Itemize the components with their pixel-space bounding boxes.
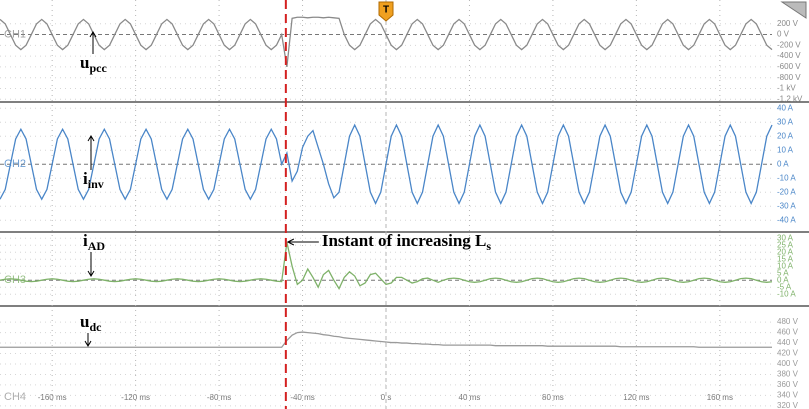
y-tick-label: -30 A bbox=[777, 201, 796, 210]
trace bbox=[0, 331, 772, 348]
y-tick-label: 30 A bbox=[777, 233, 794, 242]
y-tick-label: -5 A bbox=[777, 282, 792, 291]
symbol-sub: inv bbox=[88, 177, 104, 191]
y-tick-label: 340 V bbox=[777, 391, 799, 400]
y-tick-label: 10 A bbox=[777, 145, 794, 154]
x-tick-label: -80 ms bbox=[207, 393, 231, 402]
x-tick-label: -40 ms bbox=[290, 393, 314, 402]
signal-symbol: udc bbox=[80, 312, 102, 334]
x-tick-label: -120 ms bbox=[121, 393, 150, 402]
y-tick-label: -600 V bbox=[777, 62, 801, 71]
y-tick-label: 480 V bbox=[777, 317, 799, 326]
x-tick-label: 80 ms bbox=[542, 393, 564, 402]
y-tick-label: 380 V bbox=[777, 370, 799, 379]
signal-symbol: iAD bbox=[83, 231, 105, 253]
y-tick-label: 30 A bbox=[777, 117, 794, 126]
y-tick-label: -10 A bbox=[777, 173, 796, 182]
y-tick-label: 440 V bbox=[777, 338, 799, 347]
arrow-head bbox=[286, 238, 295, 246]
arrow-head bbox=[89, 31, 97, 38]
symbol-main: u bbox=[80, 312, 89, 331]
channel-label: CH4 bbox=[4, 391, 26, 403]
y-tick-label: 20 A bbox=[777, 247, 794, 256]
trace bbox=[0, 16, 773, 68]
y-tick-label: 400 V bbox=[777, 359, 799, 368]
trigger-marker bbox=[378, 1, 394, 22]
trace bbox=[0, 123, 773, 205]
y-tick-label: -1.2 kV bbox=[777, 94, 803, 103]
signal-symbol: iinv bbox=[83, 169, 104, 191]
y-tick-label: 320 V bbox=[777, 401, 799, 409]
y-tick-label: -10 A bbox=[777, 289, 796, 298]
y-tick-label: 420 V bbox=[777, 349, 799, 358]
y-tick-label: 0 V bbox=[777, 30, 790, 39]
y-tick-label: -1 kV bbox=[777, 84, 796, 93]
corner-icon bbox=[780, 1, 807, 19]
y-tick-label: 0 A bbox=[777, 159, 789, 168]
y-tick-label: 20 A bbox=[777, 131, 794, 140]
y-tick-label: -20 A bbox=[777, 187, 796, 196]
channel-label: CH1 bbox=[4, 28, 26, 40]
y-tick-label: 10 A bbox=[777, 261, 794, 270]
y-tick-label: -400 V bbox=[777, 51, 801, 60]
y-tick-label: 5 A bbox=[777, 268, 789, 277]
y-tick-label: -40 A bbox=[777, 215, 796, 224]
panel-separators bbox=[0, 101, 809, 307]
x-tick-label: -160 ms bbox=[38, 393, 67, 402]
symbol-main: u bbox=[80, 53, 89, 72]
channel-label: CH3 bbox=[4, 274, 26, 286]
y-tick-label: 25 A bbox=[777, 240, 794, 249]
symbol-main: i bbox=[83, 169, 88, 188]
y-tick-label: 15 A bbox=[777, 254, 794, 263]
symbol-sub: dc bbox=[89, 320, 102, 334]
x-tick-label: 120 ms bbox=[623, 393, 649, 402]
trigger-label: T bbox=[383, 5, 389, 16]
channel-label: CH2 bbox=[4, 158, 26, 170]
event-annotation: Instant of increasing Ls bbox=[322, 231, 492, 253]
arrow-head bbox=[87, 135, 95, 142]
annotation-sub: s bbox=[486, 239, 491, 253]
x-tick-label: 0 s bbox=[381, 393, 392, 402]
x-tick-label: 160 ms bbox=[707, 393, 733, 402]
y-tick-label: -800 V bbox=[777, 73, 801, 82]
y-tick-label: -200 V bbox=[777, 40, 801, 49]
annotation-main: Instant of increasing L bbox=[322, 231, 487, 250]
symbol-sub: pcc bbox=[89, 61, 107, 75]
signal-symbol: upcc bbox=[80, 53, 107, 75]
y-tick-label: 360 V bbox=[777, 380, 799, 389]
x-tick-label: 40 ms bbox=[459, 393, 481, 402]
y-tick-label: 200 V bbox=[777, 19, 799, 28]
symbol-sub: AD bbox=[88, 239, 106, 253]
arrow-head bbox=[84, 340, 92, 347]
y-tick-label: 0 A bbox=[777, 275, 789, 284]
trace bbox=[0, 242, 773, 290]
symbol-main: i bbox=[83, 231, 88, 250]
arrow-head bbox=[87, 270, 95, 277]
y-tick-label: 460 V bbox=[777, 328, 799, 337]
y-tick-label: 40 A bbox=[777, 103, 794, 112]
